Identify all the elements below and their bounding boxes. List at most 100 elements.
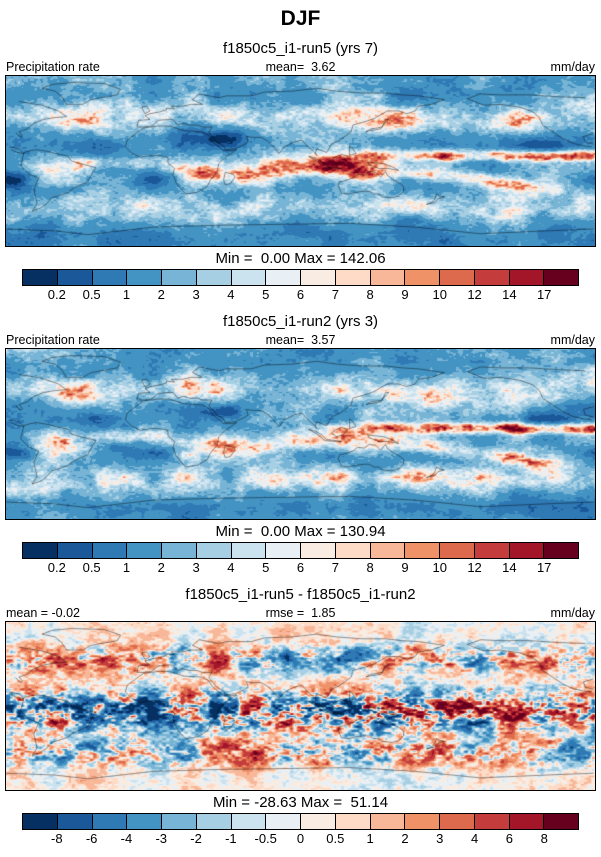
precip-map-run5-canvas (6, 76, 595, 246)
colorbar (22, 542, 579, 559)
colorbar-segment (23, 543, 57, 558)
map-frame (5, 621, 596, 791)
colorbar-segment (473, 814, 509, 829)
colorbar-tick-label: 17 (536, 287, 552, 302)
colorbar-tick-label: 14 (502, 560, 517, 575)
colorbar-tick-label: 0 (296, 831, 305, 846)
colorbar-segment (473, 270, 509, 285)
colorbar-tick-label: 1 (122, 560, 131, 575)
panel-difference-subtitle: f1850c5_i1-run5 - f1850c5_i1-run2 (185, 586, 416, 603)
colorbar-segment (543, 814, 578, 829)
colorbar-segment (91, 814, 127, 829)
colorbar-segment (195, 543, 231, 558)
colorbar-segment (56, 270, 92, 285)
colorbar-segment (300, 543, 335, 558)
colorbar-tick-label: 6 (296, 560, 305, 575)
panel-run2-subtitle: f1850c5_i1-run2 (yrs 3) (222, 313, 379, 330)
colorbar-tick-label: 4 (227, 560, 235, 575)
colorbar-segment (334, 270, 370, 285)
colorbar-tick-label: 12 (467, 287, 482, 302)
colorbar-tick-label: 17 (536, 560, 552, 575)
colorbar-labels: 0.2 0.5 1 2 3 4 5 6 7 8 9 10 12 14 17 (22, 287, 579, 304)
colorbar-segment (404, 814, 439, 829)
colorbar-tick-label: 1 (366, 831, 374, 846)
colorbar-tick-label: -8 (51, 831, 63, 846)
colorbar-tick-label: 3 (436, 831, 444, 846)
panel-run2-header: Precipitation rate mean= 3.57 mm/day (6, 333, 595, 347)
colorbar-segment (369, 270, 405, 285)
units-label: mm/day (550, 606, 595, 620)
colorbar-tick-label: 2 (157, 560, 165, 575)
colorbar-segment (334, 814, 370, 829)
colorbar-tick-label: 7 (331, 287, 339, 302)
colorbar-tick-label: -3 (155, 831, 168, 846)
colorbar-tick-label: -0.5 (254, 831, 277, 846)
colorbar-tick-label: 0.5 (326, 831, 345, 846)
colorbar-segment (543, 270, 578, 285)
colorbar-segment (439, 270, 474, 285)
colorbar-tick-label: 4 (470, 831, 479, 846)
colorbar-tick-label: 9 (401, 560, 409, 575)
panel-run2: f1850c5_i1-run2 (yrs 3) Precipitation ra… (0, 313, 601, 577)
colorbar-segment (56, 814, 92, 829)
colorbar-tick-label: 0.2 (47, 287, 66, 302)
minmax-label: Min = 0.00 Max = 142.06 (215, 250, 386, 267)
colorbar-tick-label: 0.2 (47, 560, 66, 575)
map-frame (5, 75, 596, 247)
figure-title: DJF (280, 7, 321, 30)
minmax-label: Min = -28.63 Max = 51.14 (212, 794, 389, 811)
colorbar-segment (543, 543, 578, 558)
variable-label: Precipitation rate (6, 333, 100, 347)
colorbar-tick-label: 1 (122, 287, 131, 302)
colorbar-segment (230, 543, 266, 558)
colorbar-tick-label: 5 (262, 287, 270, 302)
units-label: mm/day (550, 333, 595, 347)
colorbar-tick-label: -2 (190, 831, 202, 846)
colorbar-segment (439, 814, 474, 829)
colorbar-segment (161, 543, 196, 558)
mean-value-label: mean= 3.57 (265, 333, 336, 347)
colorbar-segment (161, 270, 196, 285)
colorbar-segment (404, 543, 439, 558)
panel-difference: f1850c5_i1-run5 - f1850c5_i1-run2 mean =… (0, 586, 601, 848)
colorbar-segment (91, 270, 127, 285)
colorbar-segment (508, 543, 544, 558)
colorbar-tick-label: 9 (401, 287, 409, 302)
colorbar-tick-label: 10 (432, 287, 447, 302)
colorbar-tick-label: 2 (401, 831, 409, 846)
colorbar-tick-label: 5 (262, 560, 270, 575)
colorbar-tick-label: 10 (432, 560, 447, 575)
colorbar-segment (126, 270, 161, 285)
colorbar-segment (439, 543, 474, 558)
colorbar-tick-label: 8 (366, 560, 374, 575)
colorbar-segment (230, 814, 266, 829)
colorbar-labels: -8 -6 -4 -3 -2 -1 -0.5 0 0.5 1 2 3 4 6 8 (22, 831, 579, 848)
colorbar-segment (300, 270, 335, 285)
colorbar-tick-label: 3 (192, 287, 200, 302)
colorbar-segment (404, 270, 439, 285)
colorbar-segment (126, 814, 161, 829)
colorbar-segment (195, 814, 231, 829)
colorbar-tick-label: 4 (227, 287, 235, 302)
colorbar-segment (265, 814, 300, 829)
colorbar-tick-label: 12 (467, 560, 482, 575)
colorbar-segment (23, 814, 57, 829)
colorbar-segment (508, 270, 544, 285)
colorbar-segment (56, 543, 92, 558)
colorbar-tick-label: -1 (225, 831, 237, 846)
colorbar-segment (508, 814, 544, 829)
colorbar-tick-label: 7 (331, 560, 339, 575)
panel-run5: f1850c5_i1-run5 (yrs 7) Precipitation ra… (0, 40, 601, 304)
colorbar-segment (473, 543, 509, 558)
colorbar-tick-label: -6 (85, 831, 98, 846)
colorbar-tick-label: 8 (366, 287, 374, 302)
colorbar-segment (334, 543, 370, 558)
precip-diff-map-canvas (6, 622, 595, 790)
precip-map-run2-canvas (6, 349, 595, 519)
colorbar-segment (230, 270, 266, 285)
colorbar-segment (126, 543, 161, 558)
colorbar-tick-label: -4 (120, 831, 133, 846)
colorbar-tick-label: 8 (540, 831, 548, 846)
colorbar-segment (195, 270, 231, 285)
colorbar-segment (265, 543, 300, 558)
